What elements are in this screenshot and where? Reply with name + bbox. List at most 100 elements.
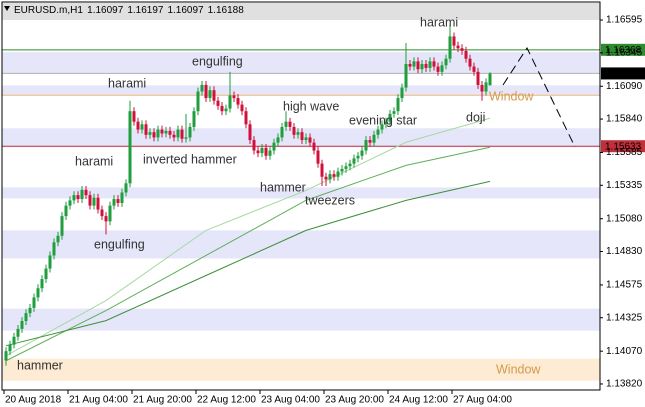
candle-body: [224, 108, 228, 112]
candle-body: [80, 189, 84, 200]
candle-body: [192, 111, 196, 127]
zone: [2, 358, 600, 381]
candle-body: [216, 100, 220, 106]
annotation: Window: [489, 89, 534, 103]
level-label: 1.15633: [605, 141, 642, 152]
candle-body: [420, 63, 424, 70]
candle-body: [204, 84, 208, 99]
candle-body: [188, 126, 192, 138]
annotation: hammer: [17, 358, 63, 372]
candle-body: [328, 174, 332, 180]
candle-body: [24, 313, 28, 322]
annotation: evening star: [349, 113, 417, 127]
y-tick-label: 1.15080: [606, 213, 643, 224]
annotations: harami engulfing harami inverted hammer high…: [17, 15, 541, 376]
candle-body: [316, 150, 320, 164]
candle-body: [176, 129, 180, 138]
annotation: inverted hammer: [143, 152, 237, 166]
level-label-box: [601, 43, 645, 56]
candle-body: [292, 126, 296, 135]
x-tick-label: 23 Aug 20:00: [325, 395, 384, 406]
candle-body: [384, 121, 388, 125]
x-tick-label: 22 Aug 12:00: [197, 395, 256, 406]
candle-body: [296, 132, 300, 135]
candle-body: [112, 199, 116, 206]
annotation: engulfing: [94, 237, 145, 251]
candle-body: [432, 61, 436, 67]
candle-body: [28, 307, 32, 314]
candle-body: [196, 91, 200, 112]
candle-body: [340, 168, 344, 172]
candle-body: [332, 174, 336, 177]
header-icon: [4, 6, 10, 11]
candle-body: [56, 235, 60, 243]
candle-body: [160, 129, 164, 134]
candle-body: [344, 166, 348, 169]
levels: [2, 49, 600, 147]
candle-body: [372, 134, 376, 143]
y-tick-label: 1.13820: [606, 379, 643, 390]
candle-body: [212, 90, 216, 101]
candle-body: [284, 121, 288, 127]
candle-body: [76, 195, 80, 200]
candle-body: [12, 336, 16, 345]
candle-body: [276, 137, 280, 143]
candle-body: [436, 66, 440, 72]
candle-body: [472, 66, 476, 72]
candle-body: [360, 150, 364, 156]
candle-body: [240, 104, 244, 112]
candle-body: [280, 126, 284, 138]
candle-body: [164, 130, 168, 134]
zone: [2, 230, 600, 259]
y-tick-label: 1.15840: [606, 114, 643, 125]
candle-body: [124, 183, 128, 193]
candle-body: [144, 124, 148, 135]
candle-body: [228, 95, 232, 109]
candle-body: [404, 63, 408, 88]
candle-body: [40, 279, 44, 289]
y-tick-label: 1.14070: [606, 346, 643, 357]
annotation: harami: [75, 154, 113, 168]
annotation: Window: [496, 362, 541, 376]
candle-body: [264, 147, 268, 156]
annotation: tweezers: [305, 193, 355, 207]
candle-body: [232, 95, 236, 99]
x-tick-label: 20 Aug 2018: [5, 395, 62, 406]
y-tick-label: 1.15335: [606, 180, 643, 191]
candle-body: [52, 242, 56, 256]
candle-body: [32, 297, 36, 308]
candle-body: [92, 197, 96, 206]
candle-body: [352, 158, 356, 164]
candle-body: [460, 48, 464, 51]
candle-body: [400, 87, 404, 99]
candle-body: [428, 61, 432, 68]
candle-body: [180, 129, 184, 139]
candle-body: [412, 61, 416, 67]
candle-body: [324, 176, 328, 180]
level-label: 1.16368: [605, 45, 642, 56]
level-label: 1.16188: [605, 69, 642, 80]
candle-body: [388, 113, 392, 122]
level-label-box: [601, 67, 645, 80]
candle-body: [456, 45, 460, 49]
candle-body: [168, 130, 172, 135]
candle-body: [396, 98, 400, 112]
annotation: harami: [108, 76, 146, 90]
candle-body: [304, 137, 308, 141]
candle-body: [120, 192, 124, 203]
candle-body: [288, 121, 292, 127]
candle-body: [184, 137, 188, 139]
candle-body: [68, 200, 72, 206]
candle-body: [300, 132, 304, 141]
header: EURUSD.m,H1 1.16097 1.16197 1.16097 1.16188: [14, 5, 244, 16]
header-open: 1.16097: [87, 5, 124, 16]
x-tick-label: 24 Aug 12:00: [389, 395, 448, 406]
candle-body: [156, 129, 160, 138]
candle-body: [260, 147, 264, 154]
moving-average: [5, 180, 491, 347]
moving-averages: [5, 117, 491, 362]
zone: [2, 3, 600, 21]
candle-body: [380, 124, 384, 130]
candle-body: [96, 197, 100, 210]
